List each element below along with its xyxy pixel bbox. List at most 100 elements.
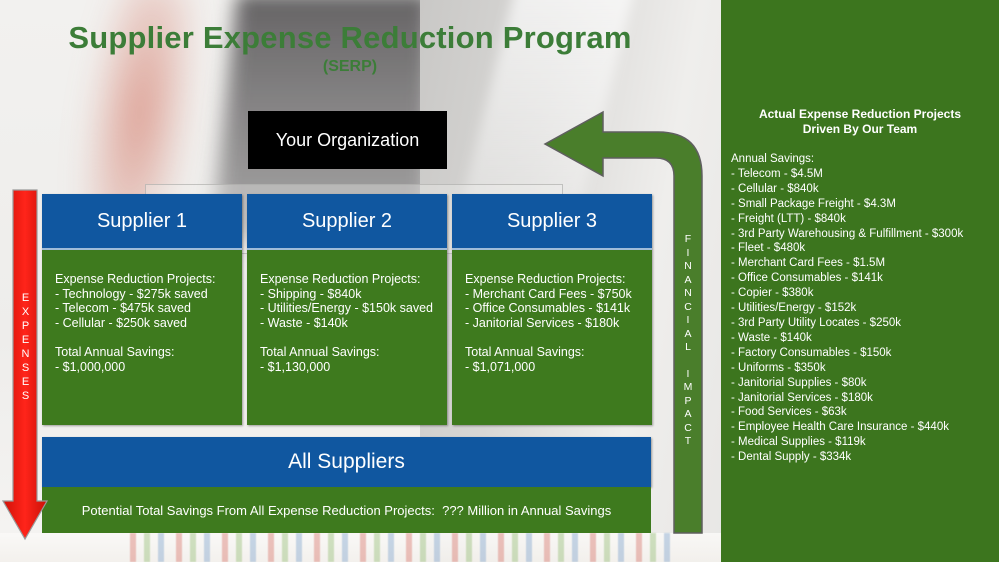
list-item: - Fleet - $480k bbox=[731, 242, 806, 255]
annual-savings-items: - Telecom - $4.5M - Cellular - $840k - Sma… bbox=[731, 167, 993, 465]
vertical-letter: I bbox=[686, 246, 690, 259]
background-paper-strip bbox=[0, 533, 721, 562]
financial-impact-arrow bbox=[540, 100, 705, 535]
projects-heading: Expense Reduction Projects: bbox=[55, 272, 216, 286]
list-item: - Dental Supply - $334k bbox=[731, 451, 852, 464]
vertical-letter: N bbox=[21, 348, 30, 360]
total-savings-value: - $1,071,000 bbox=[465, 359, 536, 374]
list-item: - Office Consumables - $141k bbox=[465, 301, 631, 316]
projects-list: - Technology - $275k saved - Telecom - $4… bbox=[55, 287, 230, 331]
projects-list: - Shipping - $840k - Utilities/Energy - $… bbox=[260, 287, 435, 331]
list-item: - Telecom - $475k saved bbox=[55, 301, 191, 316]
vertical-letter: F bbox=[684, 233, 692, 245]
list-item: - Technology - $275k saved bbox=[55, 286, 208, 301]
list-item: - Food Services - $63k bbox=[731, 406, 847, 419]
supplier-1-body: Expense Reduction Projects: - Technology… bbox=[42, 250, 242, 425]
page-title: Supplier Expense Reduction Program bbox=[68, 20, 632, 55]
your-organization-label: Your Organization bbox=[275, 129, 420, 150]
vertical-letter: N bbox=[684, 260, 692, 272]
list-item: - Merchant Card Fees - $1.5M bbox=[731, 257, 886, 270]
all-suppliers-label: All Suppliers bbox=[288, 450, 405, 473]
total-savings-value: - $1,000,000 bbox=[55, 359, 126, 374]
potential-savings-bar: Potential Total Savings From All Expense… bbox=[42, 487, 651, 533]
vertical-letter: A bbox=[684, 327, 692, 340]
vertical-letter: E bbox=[21, 292, 30, 304]
total-savings-heading: Total Annual Savings: bbox=[260, 345, 380, 360]
panel-heading-line2: Driven By Our Team bbox=[802, 122, 918, 136]
curved-left-arrow-icon bbox=[543, 110, 703, 534]
supplier-3-header: Supplier 3 bbox=[452, 194, 652, 250]
total-savings-heading: Total Annual Savings: bbox=[55, 345, 175, 360]
list-item: - Janitorial Services - $180k bbox=[465, 315, 620, 330]
vertical-letter: P bbox=[21, 320, 30, 332]
list-item: - Medical Supplies - $119k bbox=[731, 436, 866, 449]
list-item: - Copier - $380k bbox=[731, 287, 814, 300]
title-block: Supplier Expense Reduction Program (SERP… bbox=[0, 20, 700, 76]
list-item: - Employee Health Care Insurance - $440k bbox=[731, 421, 949, 434]
vertical-letter: E bbox=[21, 334, 30, 346]
list-item: - Cellular - $250k saved bbox=[55, 315, 188, 330]
your-organization-box: Your Organization bbox=[248, 111, 447, 169]
list-item: - 3rd Party Utility Locates - $250k bbox=[731, 316, 902, 329]
supplier-2-card: Supplier 2 Expense Reduction Projects: -… bbox=[247, 194, 447, 425]
list-item: - Waste - $140k bbox=[731, 331, 812, 344]
total-savings-heading: Total Annual Savings: bbox=[465, 345, 585, 360]
total-savings-value: - $1,130,000 bbox=[260, 359, 331, 374]
list-item: - Utilities/Energy - $150k saved bbox=[260, 301, 433, 316]
list-item: - Uniforms - $350k bbox=[731, 361, 826, 374]
panel-heading: Actual Expense Reduction Projects Driven… bbox=[721, 107, 999, 137]
down-arrow-icon bbox=[1, 189, 49, 541]
vertical-letter: T bbox=[684, 435, 692, 447]
supplier-cards-row: Supplier 1 Expense Reduction Projects: -… bbox=[42, 194, 652, 425]
annual-savings-heading: Annual Savings: bbox=[731, 153, 815, 165]
list-item: - Janitorial Services - $180k bbox=[731, 391, 873, 404]
all-suppliers-bar: All Suppliers bbox=[42, 437, 651, 487]
list-item: - Janitorial Supplies - $80k bbox=[731, 376, 867, 389]
list-item: - Factory Consumables - $150k bbox=[731, 346, 892, 359]
list-item: - 3rd Party Warehousing & Fulfillment - … bbox=[731, 227, 964, 240]
projects-heading: Expense Reduction Projects: bbox=[465, 272, 626, 286]
page-subtitle: (SERP) bbox=[322, 58, 378, 75]
vertical-letter: I bbox=[686, 314, 690, 326]
vertical-letter: C bbox=[684, 300, 692, 313]
supplier-2-header: Supplier 2 bbox=[247, 194, 447, 250]
list-item: - Freight (LTT) - $840k bbox=[731, 212, 846, 225]
list-item: - Telecom - $4.5M bbox=[731, 167, 823, 180]
panel-heading-line1: Actual Expense Reduction Projects bbox=[758, 107, 962, 121]
supplier-1-header: Supplier 1 bbox=[42, 194, 242, 250]
vertical-letter: A bbox=[684, 408, 692, 420]
supplier-3-body: Expense Reduction Projects: - Merchant C… bbox=[452, 250, 652, 425]
list-item: - Utilities/Energy - $152k bbox=[731, 302, 857, 315]
supplier-3-card: Supplier 3 Expense Reduction Projects: -… bbox=[452, 194, 652, 425]
vertical-letter: I bbox=[686, 367, 690, 380]
list-item: - Small Package Freight - $4.3M bbox=[731, 197, 896, 210]
supplier-1-card: Supplier 1 Expense Reduction Projects: -… bbox=[42, 194, 242, 425]
vertical-letter: L bbox=[685, 341, 691, 353]
vertical-letter: S bbox=[21, 362, 30, 374]
vertical-letter: S bbox=[21, 390, 30, 402]
supplier-2-body: Expense Reduction Projects: - Shipping -… bbox=[247, 250, 447, 425]
list-item: - Cellular - $840k bbox=[731, 182, 819, 195]
list-item: - Waste - $140k bbox=[260, 315, 348, 330]
vertical-letter: X bbox=[21, 306, 30, 318]
list-item: - Merchant Card Fees - $750k bbox=[465, 286, 632, 301]
vertical-letter: N bbox=[684, 287, 692, 299]
background-chart-papers bbox=[130, 533, 670, 562]
list-item: - Shipping - $840k bbox=[260, 286, 362, 301]
vertical-letter: C bbox=[684, 421, 692, 434]
projects-heading: Expense Reduction Projects: bbox=[260, 272, 421, 286]
vertical-letter: P bbox=[684, 394, 692, 407]
annual-savings-list: Annual Savings: - Telecom - $4.5M - Cellu… bbox=[721, 152, 999, 465]
projects-list: - Merchant Card Fees - $750k - Office Con… bbox=[465, 287, 640, 331]
vertical-letter: M bbox=[683, 381, 693, 393]
potential-savings-text: Potential Total Savings From All Expense… bbox=[81, 502, 612, 518]
list-item: - Office Consumables - $141k bbox=[731, 272, 883, 285]
vertical-letter: A bbox=[684, 273, 692, 286]
vertical-letter: E bbox=[21, 376, 30, 388]
